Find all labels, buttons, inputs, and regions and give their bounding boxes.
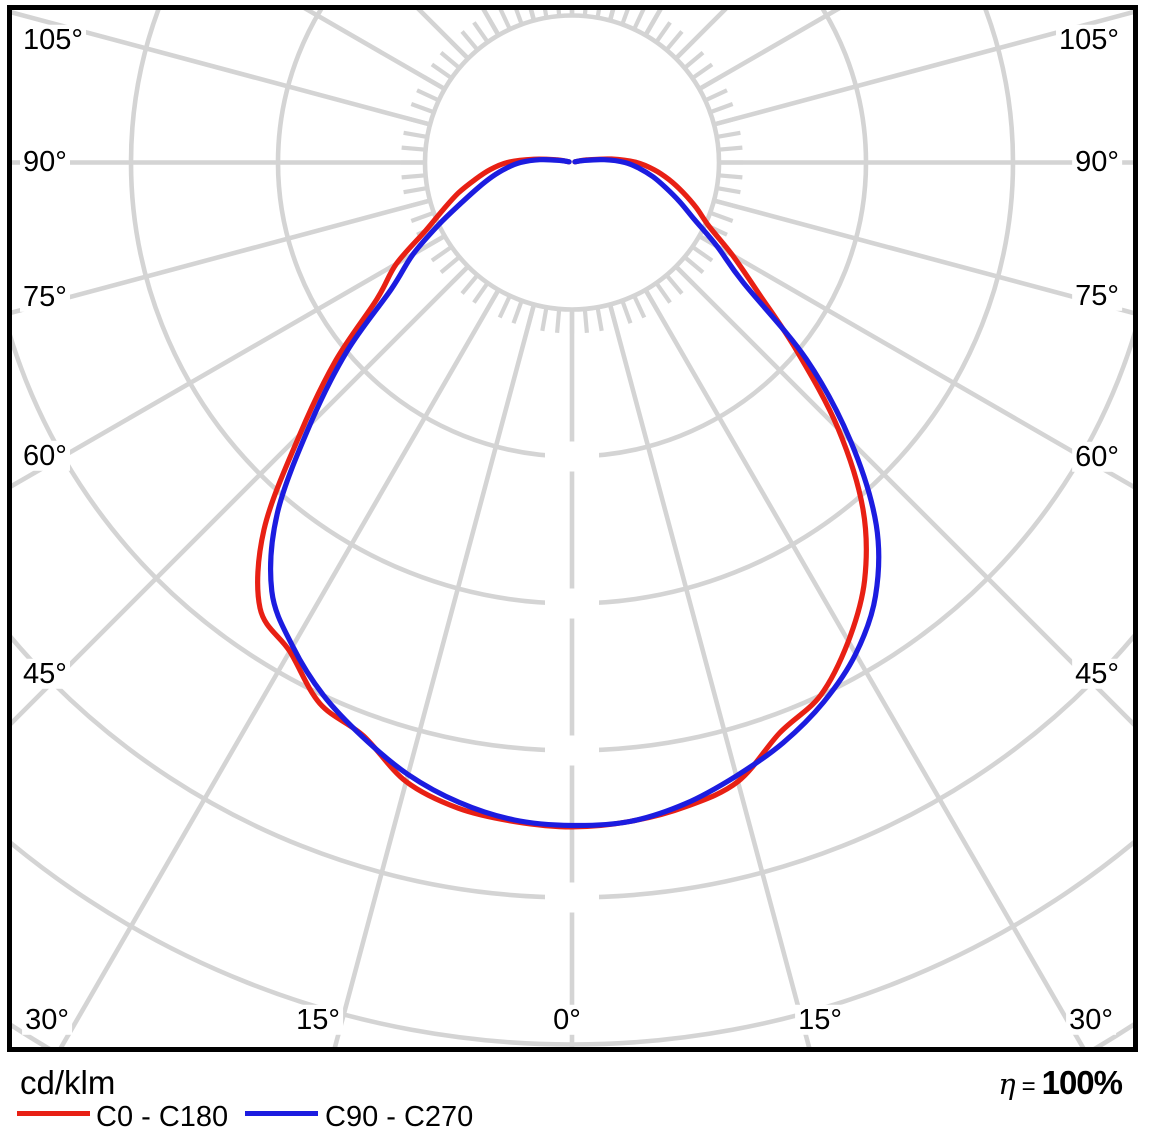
angle-label: 15° — [795, 1004, 845, 1035]
efficiency-label: η = 100% — [998, 1064, 1123, 1102]
efficiency-value: 100% — [1041, 1064, 1123, 1101]
angle-label: 60° — [20, 440, 70, 471]
angle-label: 45° — [20, 658, 70, 689]
angle-label: 45° — [1072, 658, 1122, 689]
radial-unit-label: cd/klm — [20, 1064, 116, 1101]
angle-label: 30° — [22, 1004, 72, 1035]
angle-label: 105° — [1056, 24, 1122, 55]
angle-label: 15° — [293, 1004, 343, 1035]
angle-label: 60° — [1072, 441, 1122, 472]
angle-label: 30° — [1066, 1004, 1116, 1035]
legend-label-c90-c270: C90 - C270 — [325, 1101, 474, 1133]
angle-label: 0° — [550, 1004, 584, 1035]
legend-line-c90-c270 — [245, 1111, 318, 1116]
angle-label: 105° — [20, 24, 86, 55]
angle-label: 90° — [20, 146, 70, 177]
legend-label-c0-c180: C0 - C180 — [96, 1101, 229, 1133]
intensity-curves — [255, 156, 882, 830]
angle-label: 75° — [1072, 280, 1122, 311]
equals-sign: = — [1021, 1073, 1036, 1100]
angle-label: 90° — [1072, 146, 1122, 177]
eta-symbol: η — [998, 1067, 1016, 1101]
angle-label: 75° — [20, 281, 70, 312]
legend-line-c0-c180 — [17, 1111, 90, 1116]
plot-border — [7, 5, 1138, 1052]
